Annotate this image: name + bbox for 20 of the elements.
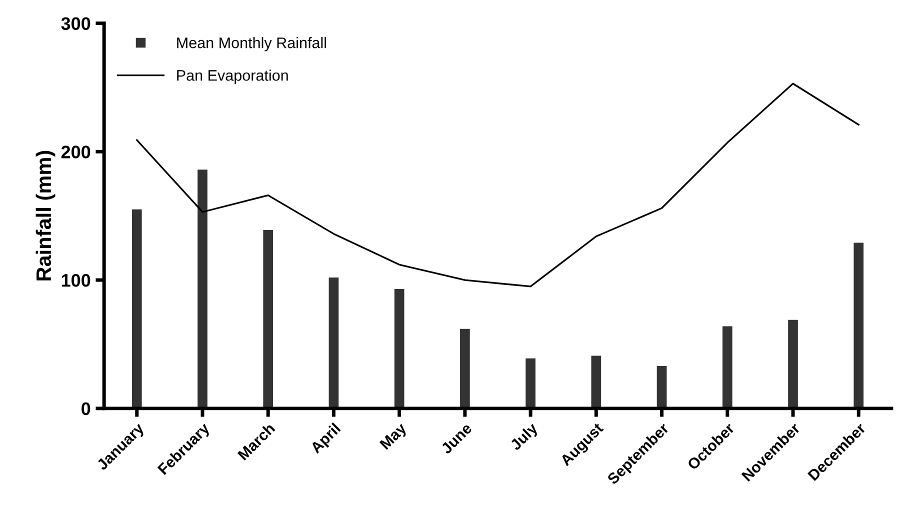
legend-label: Pan Evaporation <box>177 70 288 84</box>
bar <box>526 358 536 408</box>
bar <box>198 170 208 408</box>
bar <box>722 326 732 408</box>
bar <box>460 328 470 408</box>
y-tick-label: 0 <box>82 402 90 416</box>
line-series <box>136 82 860 288</box>
bar <box>788 320 798 408</box>
bar <box>132 209 142 408</box>
legend-label: Mean Monthly Rainfall <box>177 37 326 52</box>
bar <box>854 242 864 408</box>
bar <box>263 230 274 408</box>
bar <box>328 277 339 408</box>
y-axis-title: Rainfall (mm) <box>36 150 56 280</box>
bar <box>394 289 404 408</box>
bar <box>656 366 667 408</box>
y-tick-label: 300 <box>61 17 90 30</box>
y-tick-label: 100 <box>62 274 90 287</box>
bar <box>591 356 602 408</box>
y-tick-label: 200 <box>61 146 90 158</box>
